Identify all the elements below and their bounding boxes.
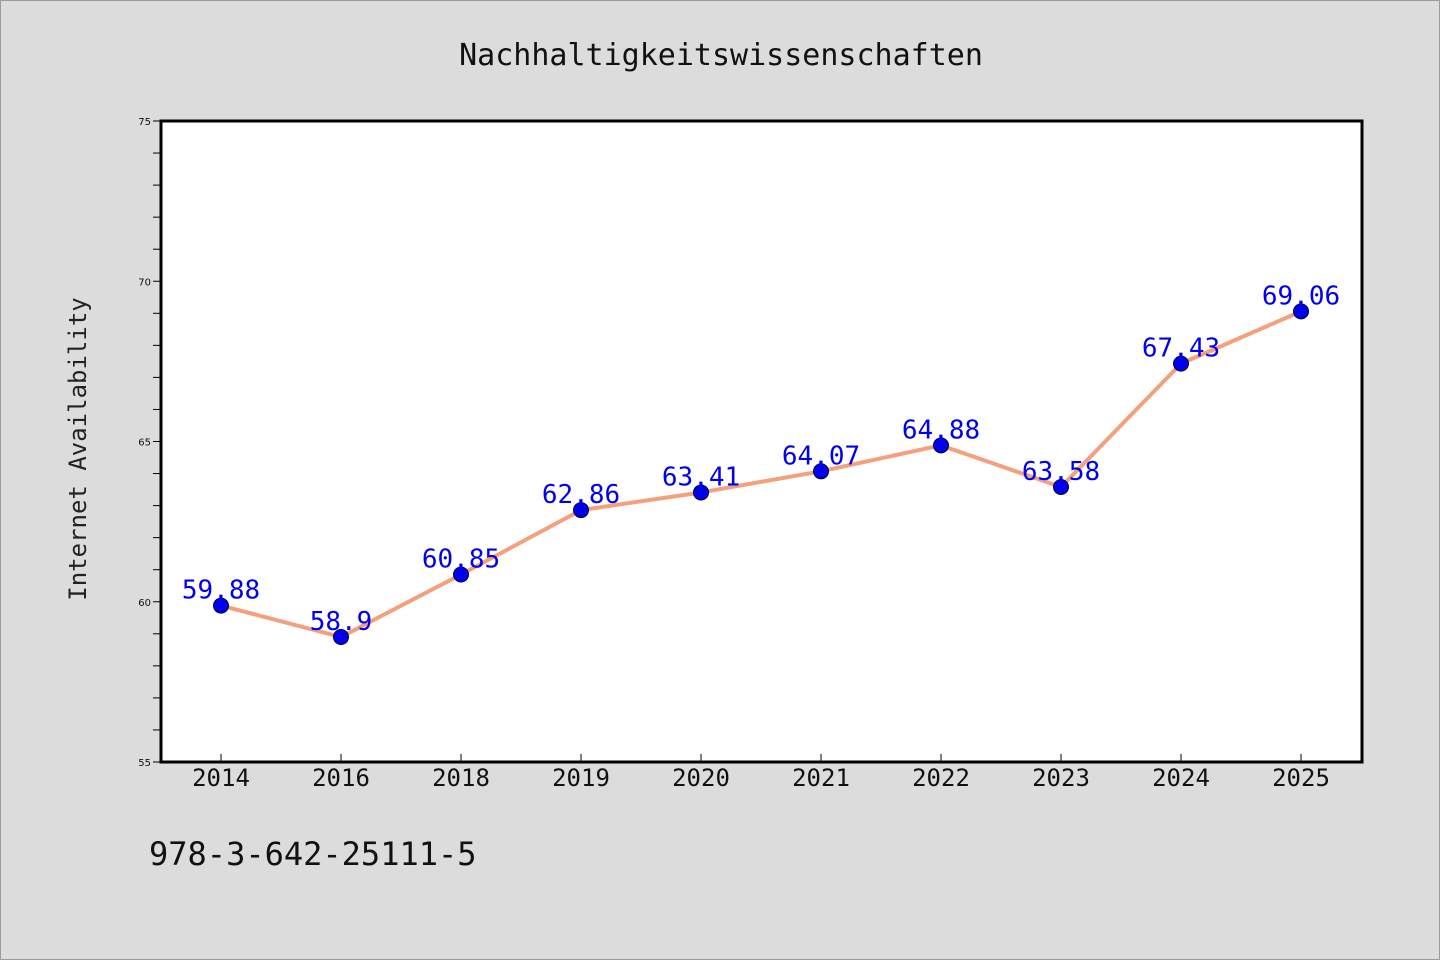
isbn-footer: 978-3-642-25111-5 xyxy=(149,835,477,873)
x-tick-label: 2019 xyxy=(552,764,610,792)
data-point xyxy=(933,437,949,454)
data-point xyxy=(1173,355,1189,372)
data-point xyxy=(333,629,349,646)
data-label: 64.07 xyxy=(782,441,860,471)
data-point xyxy=(813,463,829,480)
x-tick-label: 2024 xyxy=(1152,764,1210,792)
series-group: 59.88 58.9 60.85 62.86 63.41 64.07 64.88 63.58 6… xyxy=(182,281,1340,646)
y-tick-label: 55 xyxy=(138,758,151,769)
data-label: 62.86 xyxy=(542,480,620,510)
data-point xyxy=(1293,303,1309,320)
data-label: 67.43 xyxy=(1142,334,1220,364)
data-label: 63.58 xyxy=(1022,457,1100,487)
x-tick-label: 2025 xyxy=(1272,764,1330,792)
data-label: 63.41 xyxy=(662,462,740,492)
y-tick-label: 70 xyxy=(138,277,151,288)
data-point xyxy=(453,566,469,583)
x-tick-label: 2023 xyxy=(1032,764,1090,792)
data-label: 58.9 xyxy=(310,607,373,637)
y-tick-label: 75 xyxy=(138,117,151,128)
x-tick-label: 2014 xyxy=(192,764,250,792)
x-tick-label: 2022 xyxy=(912,764,970,792)
x-axis: 2014 2016 2018 2019 2020 2021 2022 2023 2024 2025 xyxy=(192,754,1330,792)
plot-frame xyxy=(159,119,1364,764)
y-axis-label: Internet Availability xyxy=(64,297,92,600)
data-point xyxy=(693,484,709,501)
y-tick-label: 60 xyxy=(138,598,151,609)
data-point xyxy=(573,502,589,519)
y-tick-label: 65 xyxy=(138,438,151,449)
data-label: 59.88 xyxy=(182,576,260,606)
series-line xyxy=(219,309,1303,640)
data-point xyxy=(1053,479,1069,496)
data-label: 60.85 xyxy=(422,545,500,575)
chart-title: Nachhaltigkeitswissenschaften xyxy=(459,38,983,73)
x-tick-label: 2020 xyxy=(672,764,730,792)
y-axis: 55 60 65 70 75 xyxy=(138,117,161,769)
x-tick-label: 2018 xyxy=(432,764,490,792)
data-label: 64.88 xyxy=(902,415,980,445)
data-point xyxy=(213,597,229,614)
x-tick-label: 2021 xyxy=(792,764,850,792)
plot-area xyxy=(161,121,1362,762)
data-label: 69.06 xyxy=(1262,281,1340,311)
x-tick-label: 2016 xyxy=(312,764,370,792)
